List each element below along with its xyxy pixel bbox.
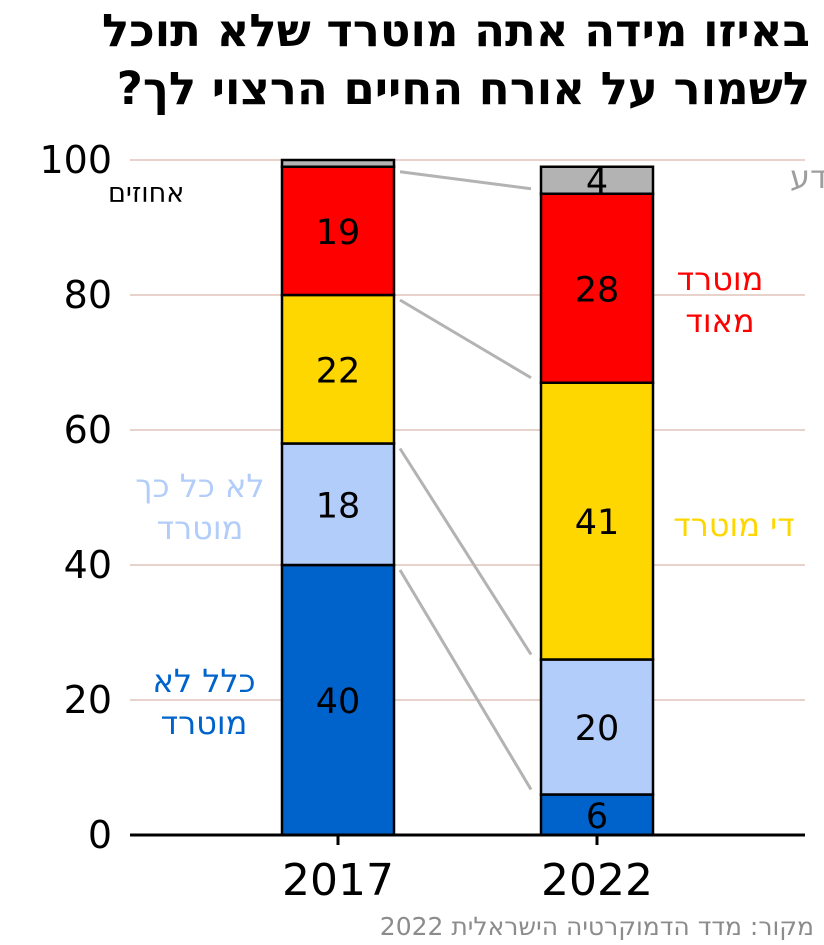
y-tick-label-60: 60 (64, 408, 112, 452)
data-label-2017-not_so: 18 (316, 486, 361, 526)
x-tick-label-2017: 2017 (282, 855, 394, 906)
chart-title: באיזו מידה אתה מוטרד שלא תוכל לשמור על א… (10, 2, 810, 118)
data-label-2017-fairly: 22 (316, 351, 361, 391)
bar-segment-2022-not_at_all (539, 793, 655, 837)
bar-segment-2017-not_at_all (280, 563, 396, 837)
series-label-not_at_all-line-2: מוטרד (161, 704, 248, 742)
series-label-not_so-line-2: מוטרד (157, 509, 244, 547)
data-label-2017-not_at_all: 40 (316, 682, 361, 722)
chart-title-line-2: לשמור על אורח החיים הרצוי לך? (116, 62, 810, 115)
connector-line-not_at_all (398, 569, 533, 791)
connector-line-fairly (399, 298, 532, 380)
y-tick-label-0: 0 (88, 813, 112, 857)
series-label-not_at_all-line-1: כלל לא (152, 662, 255, 700)
data-label-2022-very: 28 (575, 270, 620, 310)
y-tick-label-80: 80 (64, 273, 112, 317)
series-label-very-line-1: מוטרד (677, 260, 764, 298)
y-tick-label-20: 20 (64, 678, 112, 722)
x-tick-label-2022: 2022 (541, 855, 653, 906)
series-label-very-line-2: מאוד (685, 302, 754, 340)
connector-line-very (399, 170, 532, 191)
bar-segment-2017-fairly (280, 293, 396, 445)
bar-segment-2017-very (280, 165, 396, 297)
y-tick-label-100: 100 (39, 138, 112, 182)
bar-segment-2017-not_so (280, 442, 396, 567)
chart-title-line-1: באיזו מידה אתה מוטרד שלא תוכל (102, 4, 810, 57)
bar-segment-2022-dont_know (539, 165, 655, 195)
y-tick-label-40: 40 (64, 543, 112, 587)
series-label-not_so-line-1: לא כל כך (135, 467, 264, 505)
series-label-fairly-line-1: די מוטרד (673, 506, 795, 544)
data-label-2017-very: 19 (316, 213, 361, 253)
y-axis-unit-label: אחוזים (108, 178, 184, 209)
source-note: מקור: מדד הדמוקרטיה הישראלית 2022 (379, 912, 814, 941)
data-label-2022-not_so: 20 (575, 709, 620, 749)
data-label-2022-fairly: 41 (575, 503, 620, 543)
series-label-dont_know-line-1: לא יודע (790, 158, 824, 196)
connector-line-not_so (398, 447, 533, 656)
data-label-2022-not_at_all: 6 (586, 797, 608, 837)
bar-segment-2017-dont_know (280, 158, 396, 168)
data-label-2022-dont_know: 4 (586, 162, 608, 202)
